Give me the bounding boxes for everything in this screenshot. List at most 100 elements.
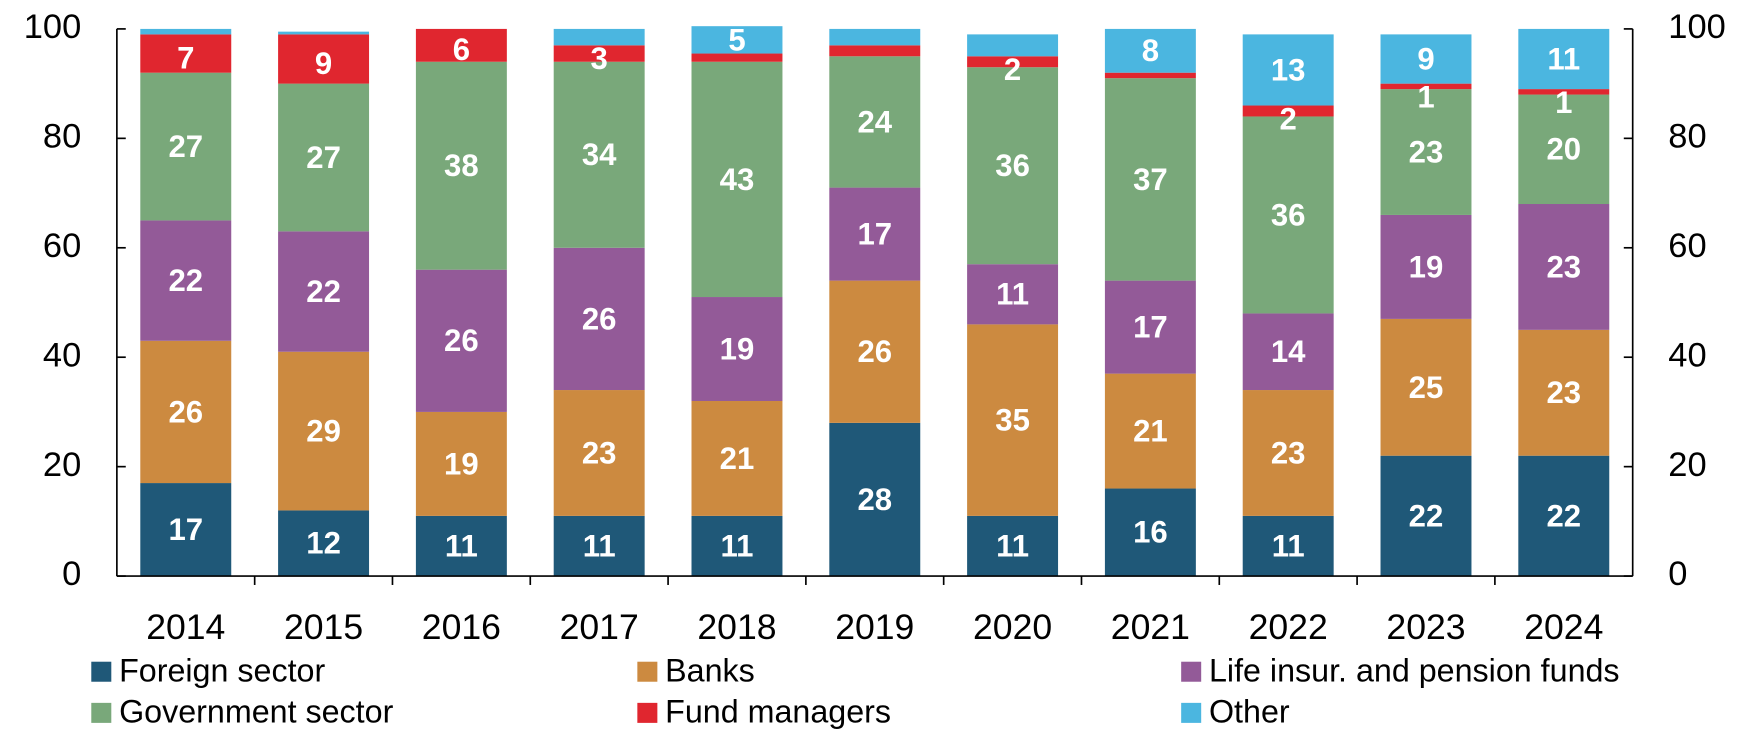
bar-segment [1518,94,1610,205]
y-tick-label: 20 [43,446,81,484]
bar-segment [1518,204,1610,330]
x-tick-label: 2017 [560,607,639,647]
data-label: 23 [1409,134,1444,169]
data-label: 12 [306,526,341,561]
bar-segment [1242,116,1334,314]
bar-segment [1104,488,1196,577]
bar-segment [415,269,507,412]
data-label: 36 [995,148,1030,183]
legend-label: Government sector [119,693,393,729]
data-label: 28 [857,482,892,517]
data-label: 5 [728,22,745,57]
legend-label: Other [1209,693,1290,729]
bar-segment [829,187,921,281]
data-label: 21 [720,441,755,476]
data-label: 43 [720,162,755,197]
data-label: 11 [721,528,754,563]
bar-segment [553,28,645,46]
bar-segment [1242,515,1334,577]
y-tick-label: 60 [43,227,81,265]
legend-swatch [637,661,658,682]
data-label: 36 [1271,197,1306,232]
y-tick-label: 40 [43,336,81,374]
bar-segment [829,422,921,577]
bar-segment [967,515,1059,577]
bar-segment [967,34,1059,57]
bar-segment [1380,214,1472,319]
data-label: 34 [582,137,617,172]
data-label: 11 [1547,41,1580,76]
data-label: 1 [1417,79,1434,114]
bar-segment [553,515,645,577]
data-label: 25 [1409,370,1444,405]
bar-segment [553,247,645,391]
x-tick-label: 2015 [284,607,363,647]
legend-swatch [637,702,658,723]
data-label: 27 [168,129,203,164]
bar-segment [967,324,1059,516]
legend-label: Banks [665,652,755,688]
data-label: 11 [996,277,1029,312]
bar-segment [691,400,783,516]
legend-swatch [1181,702,1202,723]
data-label: 16 [1133,515,1168,550]
x-tick-label: 2020 [973,607,1052,647]
data-label: 1 [1555,85,1572,120]
y2-tick-label: 20 [1668,446,1706,484]
data-label: 19 [720,331,755,366]
y-tick-label: 0 [62,555,81,593]
y2-tick-label: 0 [1668,555,1687,593]
data-label: 22 [306,274,341,309]
data-label: 11 [445,528,478,563]
legend-label: Fund managers [665,693,891,729]
data-label: 23 [1271,435,1306,470]
bar-segment [1242,390,1334,516]
bar-segment [1104,28,1196,73]
bar-segment [278,34,370,84]
bar-segment [829,56,921,188]
bar-segment [1104,280,1196,374]
data-label: 27 [306,140,341,175]
data-label: 19 [1409,249,1444,284]
x-tick-label: 2018 [697,607,776,647]
data-label: 20 [1546,132,1581,167]
data-label: 23 [582,435,617,470]
data-label: 38 [444,148,479,183]
data-label: 22 [1409,498,1444,533]
bar-segment [140,483,232,577]
bar-segment [140,340,232,484]
y2-tick-label: 40 [1668,336,1706,374]
data-label: 3 [591,41,608,76]
bar-segment [278,31,370,35]
bar-segment [1518,329,1610,456]
bar-segment [1380,318,1472,456]
x-tick-label: 2021 [1111,607,1190,647]
data-label: 17 [857,217,892,252]
bar-segment [1242,34,1334,106]
legend-swatch [91,661,112,682]
y2-tick-label: 100 [1668,8,1726,46]
y2-tick-label: 80 [1668,117,1706,155]
bar-segment [415,515,507,577]
bar-segment [278,351,370,511]
bar-segment [1380,83,1472,90]
bar-segment [415,28,507,62]
bar-segment [691,26,783,54]
bar-segment [1104,72,1196,79]
data-label: 26 [168,394,203,429]
bar-segment [1242,105,1334,117]
bar-segment [278,231,370,352]
legend-swatch [1181,661,1202,682]
x-tick-label: 2016 [422,607,501,647]
bar-segment [1380,34,1472,84]
y-tick-label: 80 [43,117,81,155]
data-label: 17 [168,512,203,547]
bar-segment [967,56,1059,68]
bar-segment [1380,455,1472,577]
x-tick-label: 2024 [1524,607,1603,647]
data-label: 6 [453,32,470,67]
legend-swatch [91,702,112,723]
bar-segment [1104,78,1196,281]
data-label: 22 [1546,498,1581,533]
bar-segment [1104,373,1196,489]
